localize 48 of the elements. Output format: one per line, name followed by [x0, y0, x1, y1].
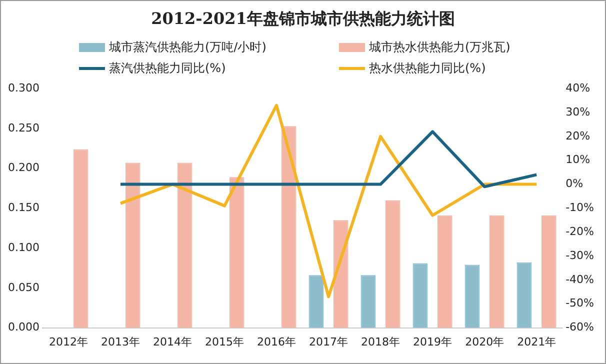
bar: [281, 126, 296, 328]
bar: [516, 262, 532, 328]
chart-title: 2012-2021年盘锦市城市供热能力统计图: [150, 9, 456, 30]
y2-tick-label: -20%: [566, 224, 594, 238]
x-tick-label: 2015年: [205, 335, 244, 348]
bar: [333, 220, 348, 328]
y-tick-label: 0.200: [8, 161, 40, 174]
x-tick-label: 2021年: [517, 335, 556, 348]
y-tick-label: 0.050: [8, 280, 40, 294]
bar: [412, 263, 428, 328]
bar: [73, 149, 88, 328]
y2-tick-label: -50%: [566, 296, 594, 310]
y2-tick-label: 0%: [566, 177, 584, 190]
y-tick-label: 0.150: [8, 201, 40, 214]
x-tick-label: 2014年: [153, 335, 192, 348]
bar: [125, 162, 140, 328]
bar: [177, 162, 192, 328]
bar: [385, 200, 400, 328]
bar: [542, 215, 556, 328]
y2-tick-label: -40%: [566, 272, 594, 286]
x-tick-label: 2012年: [48, 335, 88, 348]
bar: [438, 215, 452, 328]
y-tick-label: 0.000: [8, 320, 40, 334]
y2-tick-label: 20%: [566, 129, 590, 142]
y2-tick-label: -10%: [566, 201, 594, 214]
bar: [360, 275, 376, 328]
x-tick-label: 2020年: [465, 335, 504, 348]
y-tick-label: 0.250: [8, 121, 40, 134]
y2-tick-label: 10%: [566, 153, 590, 166]
legend-label: 城市蒸汽供热能力(万吨/小时): [109, 39, 266, 56]
x-tick-label: 2019年: [413, 335, 452, 348]
y2-tick-label: -30%: [566, 248, 594, 262]
y-tick-label: 0.300: [8, 81, 40, 94]
bar: [229, 177, 244, 328]
y2-tick-label: 40%: [566, 81, 590, 94]
x-tick-label: 2017年: [309, 335, 348, 348]
legend-label: 蒸汽供热能力同比(%): [109, 60, 226, 77]
legend-label: 城市热水供热能力(万兆瓦): [369, 39, 510, 56]
bar: [464, 264, 480, 328]
legend-label: 热水供热能力同比(%): [369, 60, 486, 77]
y2-tick-label: -60%: [566, 320, 594, 334]
bar: [490, 215, 504, 328]
x-tick-label: 2016年: [257, 335, 296, 348]
x-tick-label: 2013年: [101, 335, 140, 348]
y2-tick-label: 30%: [566, 105, 590, 118]
bar: [308, 275, 324, 328]
x-tick-label: 2018年: [361, 335, 400, 348]
y-tick-label: 0.100: [8, 240, 40, 254]
